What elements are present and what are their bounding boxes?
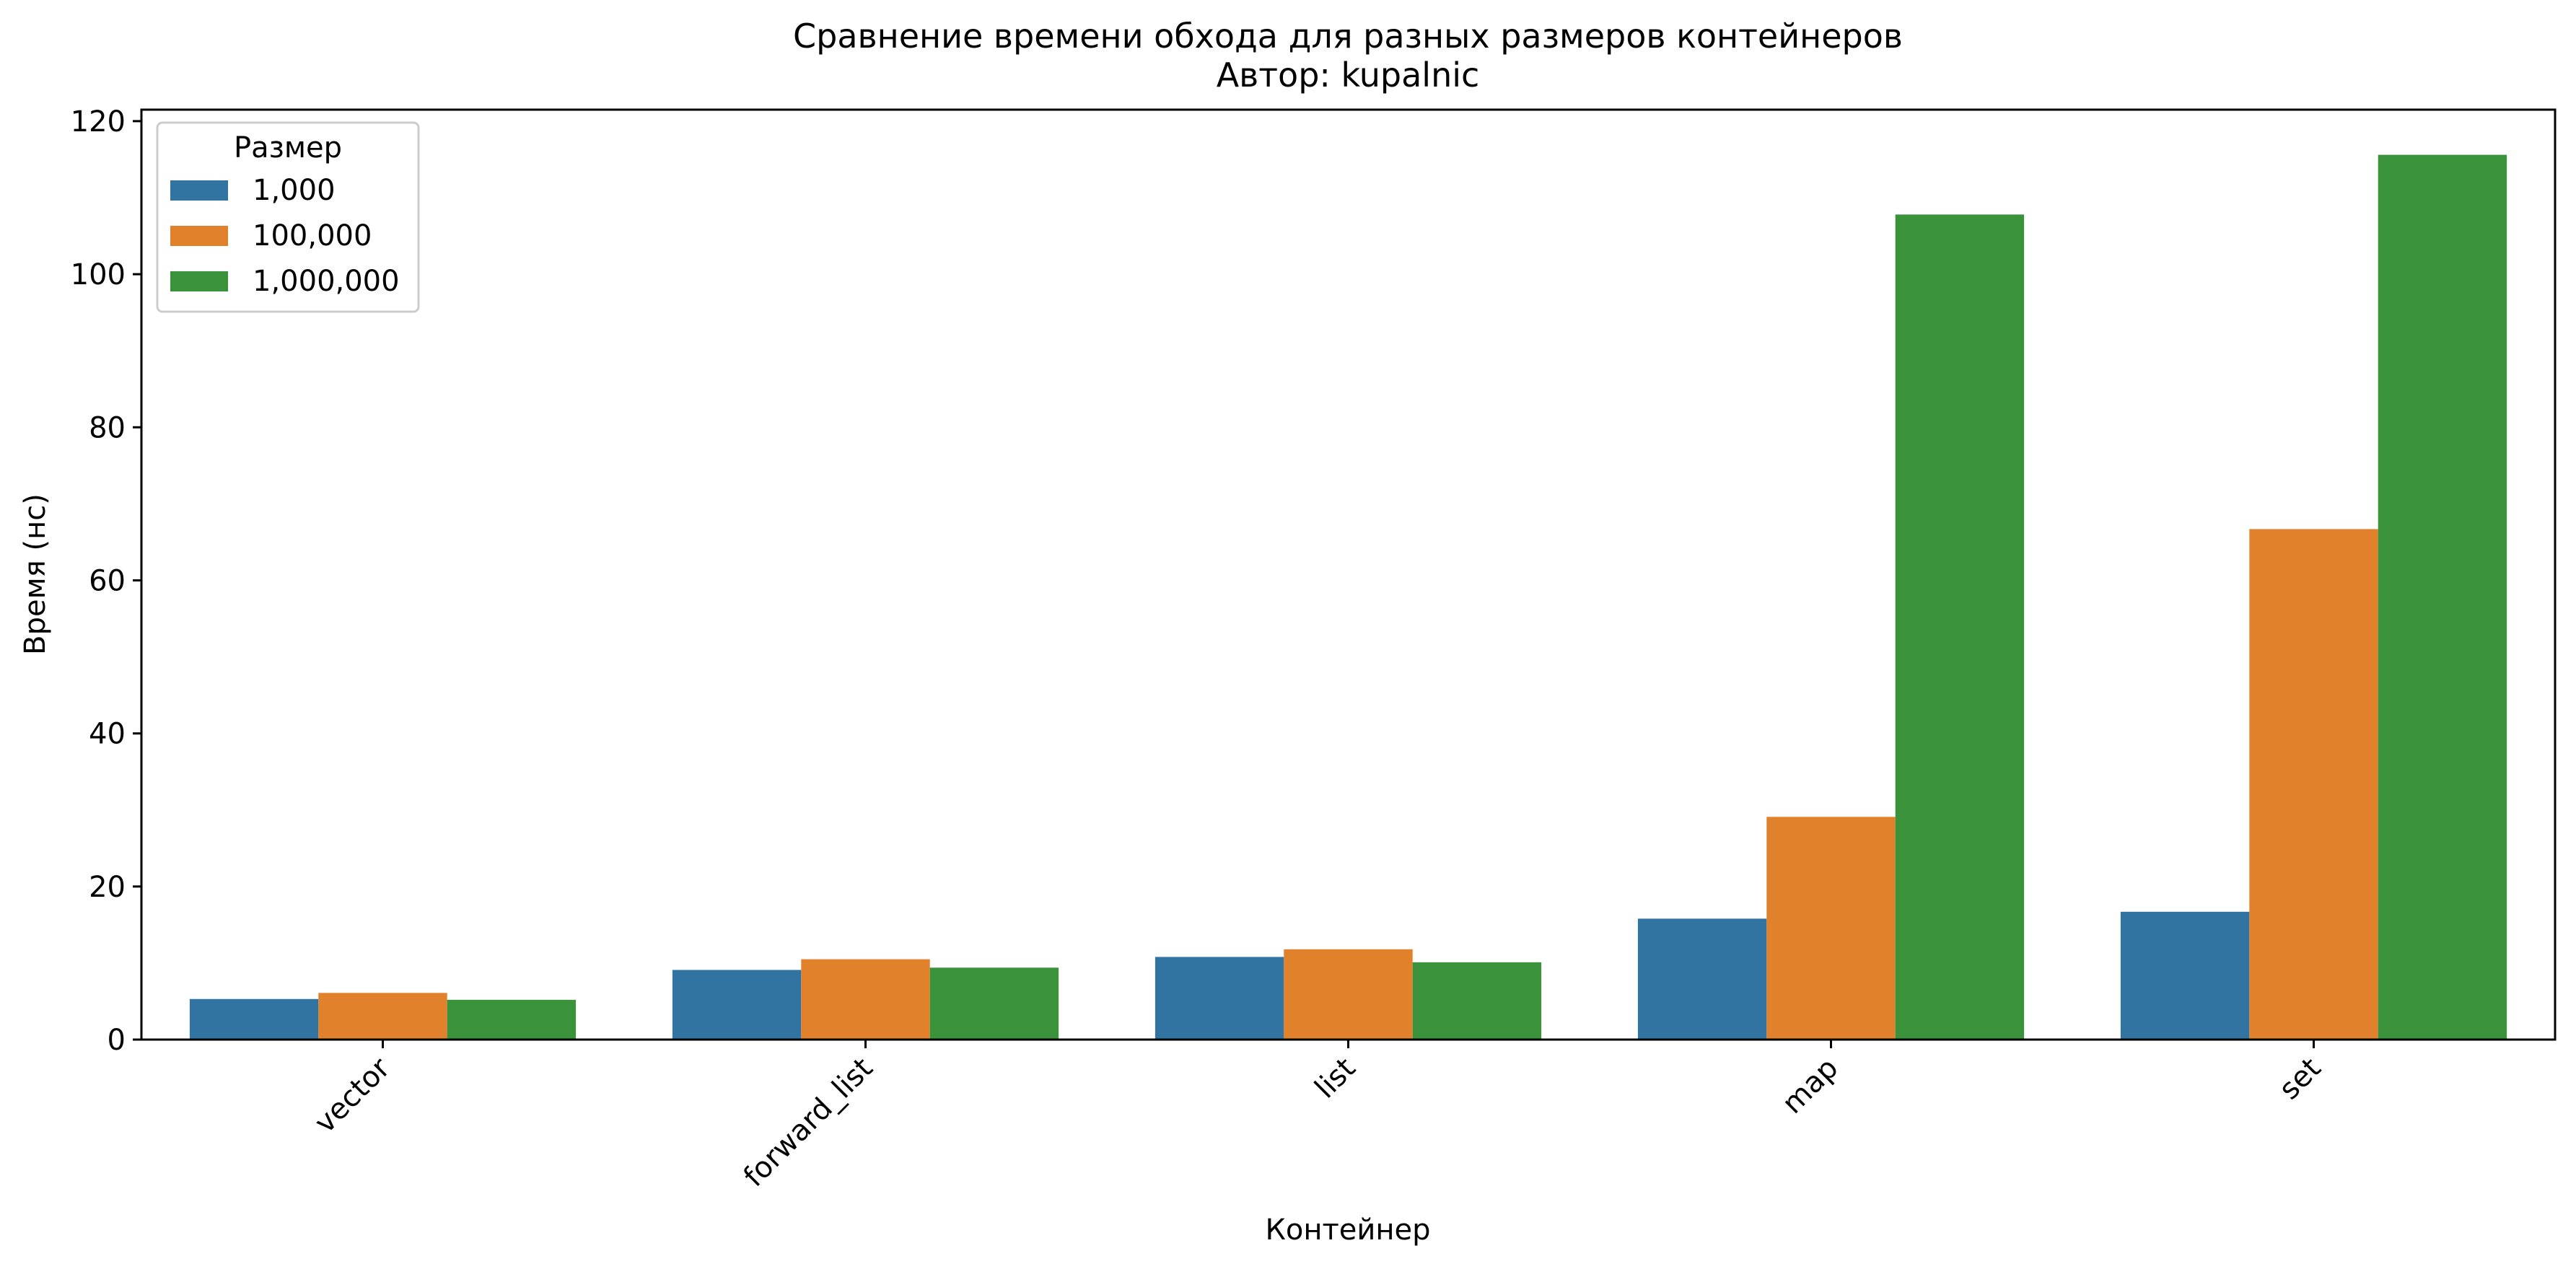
legend-swatch — [170, 180, 228, 201]
legend-box — [156, 121, 420, 313]
bar-list-1000 — [1155, 957, 1284, 1040]
y-tick-label: 120 — [71, 105, 126, 139]
y-tick-label: 100 — [71, 258, 126, 291]
bar-forward_list-1000 — [672, 970, 802, 1040]
x-tick-label-vector: vector — [308, 1051, 397, 1140]
bar-forward_list-1000000 — [929, 967, 1059, 1040]
y-axis-ticks: 0 20 40 60 80 100 120 — [71, 105, 141, 1057]
chart-subtitle: Автор: kupalnic — [1217, 56, 1480, 95]
x-tick-label-map: map — [1776, 1052, 1844, 1120]
legend-label: 100,000 — [253, 219, 372, 253]
legend-label: 1,000,000 — [253, 265, 400, 298]
legend-entries: 1,000 100,000 1,000,000 — [170, 174, 400, 298]
y-tick-label: 60 — [89, 564, 126, 597]
x-axis-ticks: vector forward_list list map set — [308, 1040, 2328, 1194]
bar-list-100000 — [1284, 949, 1413, 1040]
x-tick-label-list: list — [1309, 1052, 1362, 1105]
y-tick-label: 0 — [108, 1024, 126, 1057]
bar-map-1000000 — [1895, 214, 2025, 1040]
y-tick-label: 20 — [89, 871, 126, 904]
x-tick-label-forward_list: forward_list — [737, 1052, 880, 1194]
legend-swatch — [170, 226, 228, 246]
legend-label: 1,000 — [253, 174, 336, 207]
x-tick-label-set: set — [2273, 1052, 2328, 1107]
bar-forward_list-100000 — [801, 959, 930, 1040]
bar-map-1000 — [1637, 918, 1767, 1040]
legend: Размер 1,000 100,000 1,000,000 — [156, 121, 420, 313]
y-axis-label: Время (нс) — [19, 493, 52, 655]
bar-set-1000000 — [2378, 154, 2507, 1040]
bar-set-1000 — [2120, 911, 2250, 1040]
y-tick-label: 40 — [89, 718, 126, 751]
legend-swatch — [170, 271, 228, 291]
y-tick-label: 80 — [89, 411, 126, 444]
bar-vector-1000 — [189, 998, 319, 1040]
bar-vector-1000000 — [447, 999, 577, 1040]
legend-title: Размер — [234, 131, 342, 164]
chart-title: Сравнение времени обхода для разных разм… — [793, 17, 1903, 56]
x-axis-label: Контейнер — [1265, 1213, 1430, 1247]
plot-frame — [140, 108, 2557, 1041]
bar-list-1000000 — [1412, 962, 1542, 1040]
bars-group — [189, 154, 2507, 1040]
bar-vector-100000 — [318, 993, 447, 1040]
bar-set-100000 — [2249, 529, 2378, 1040]
bar-map-100000 — [1766, 817, 1896, 1040]
